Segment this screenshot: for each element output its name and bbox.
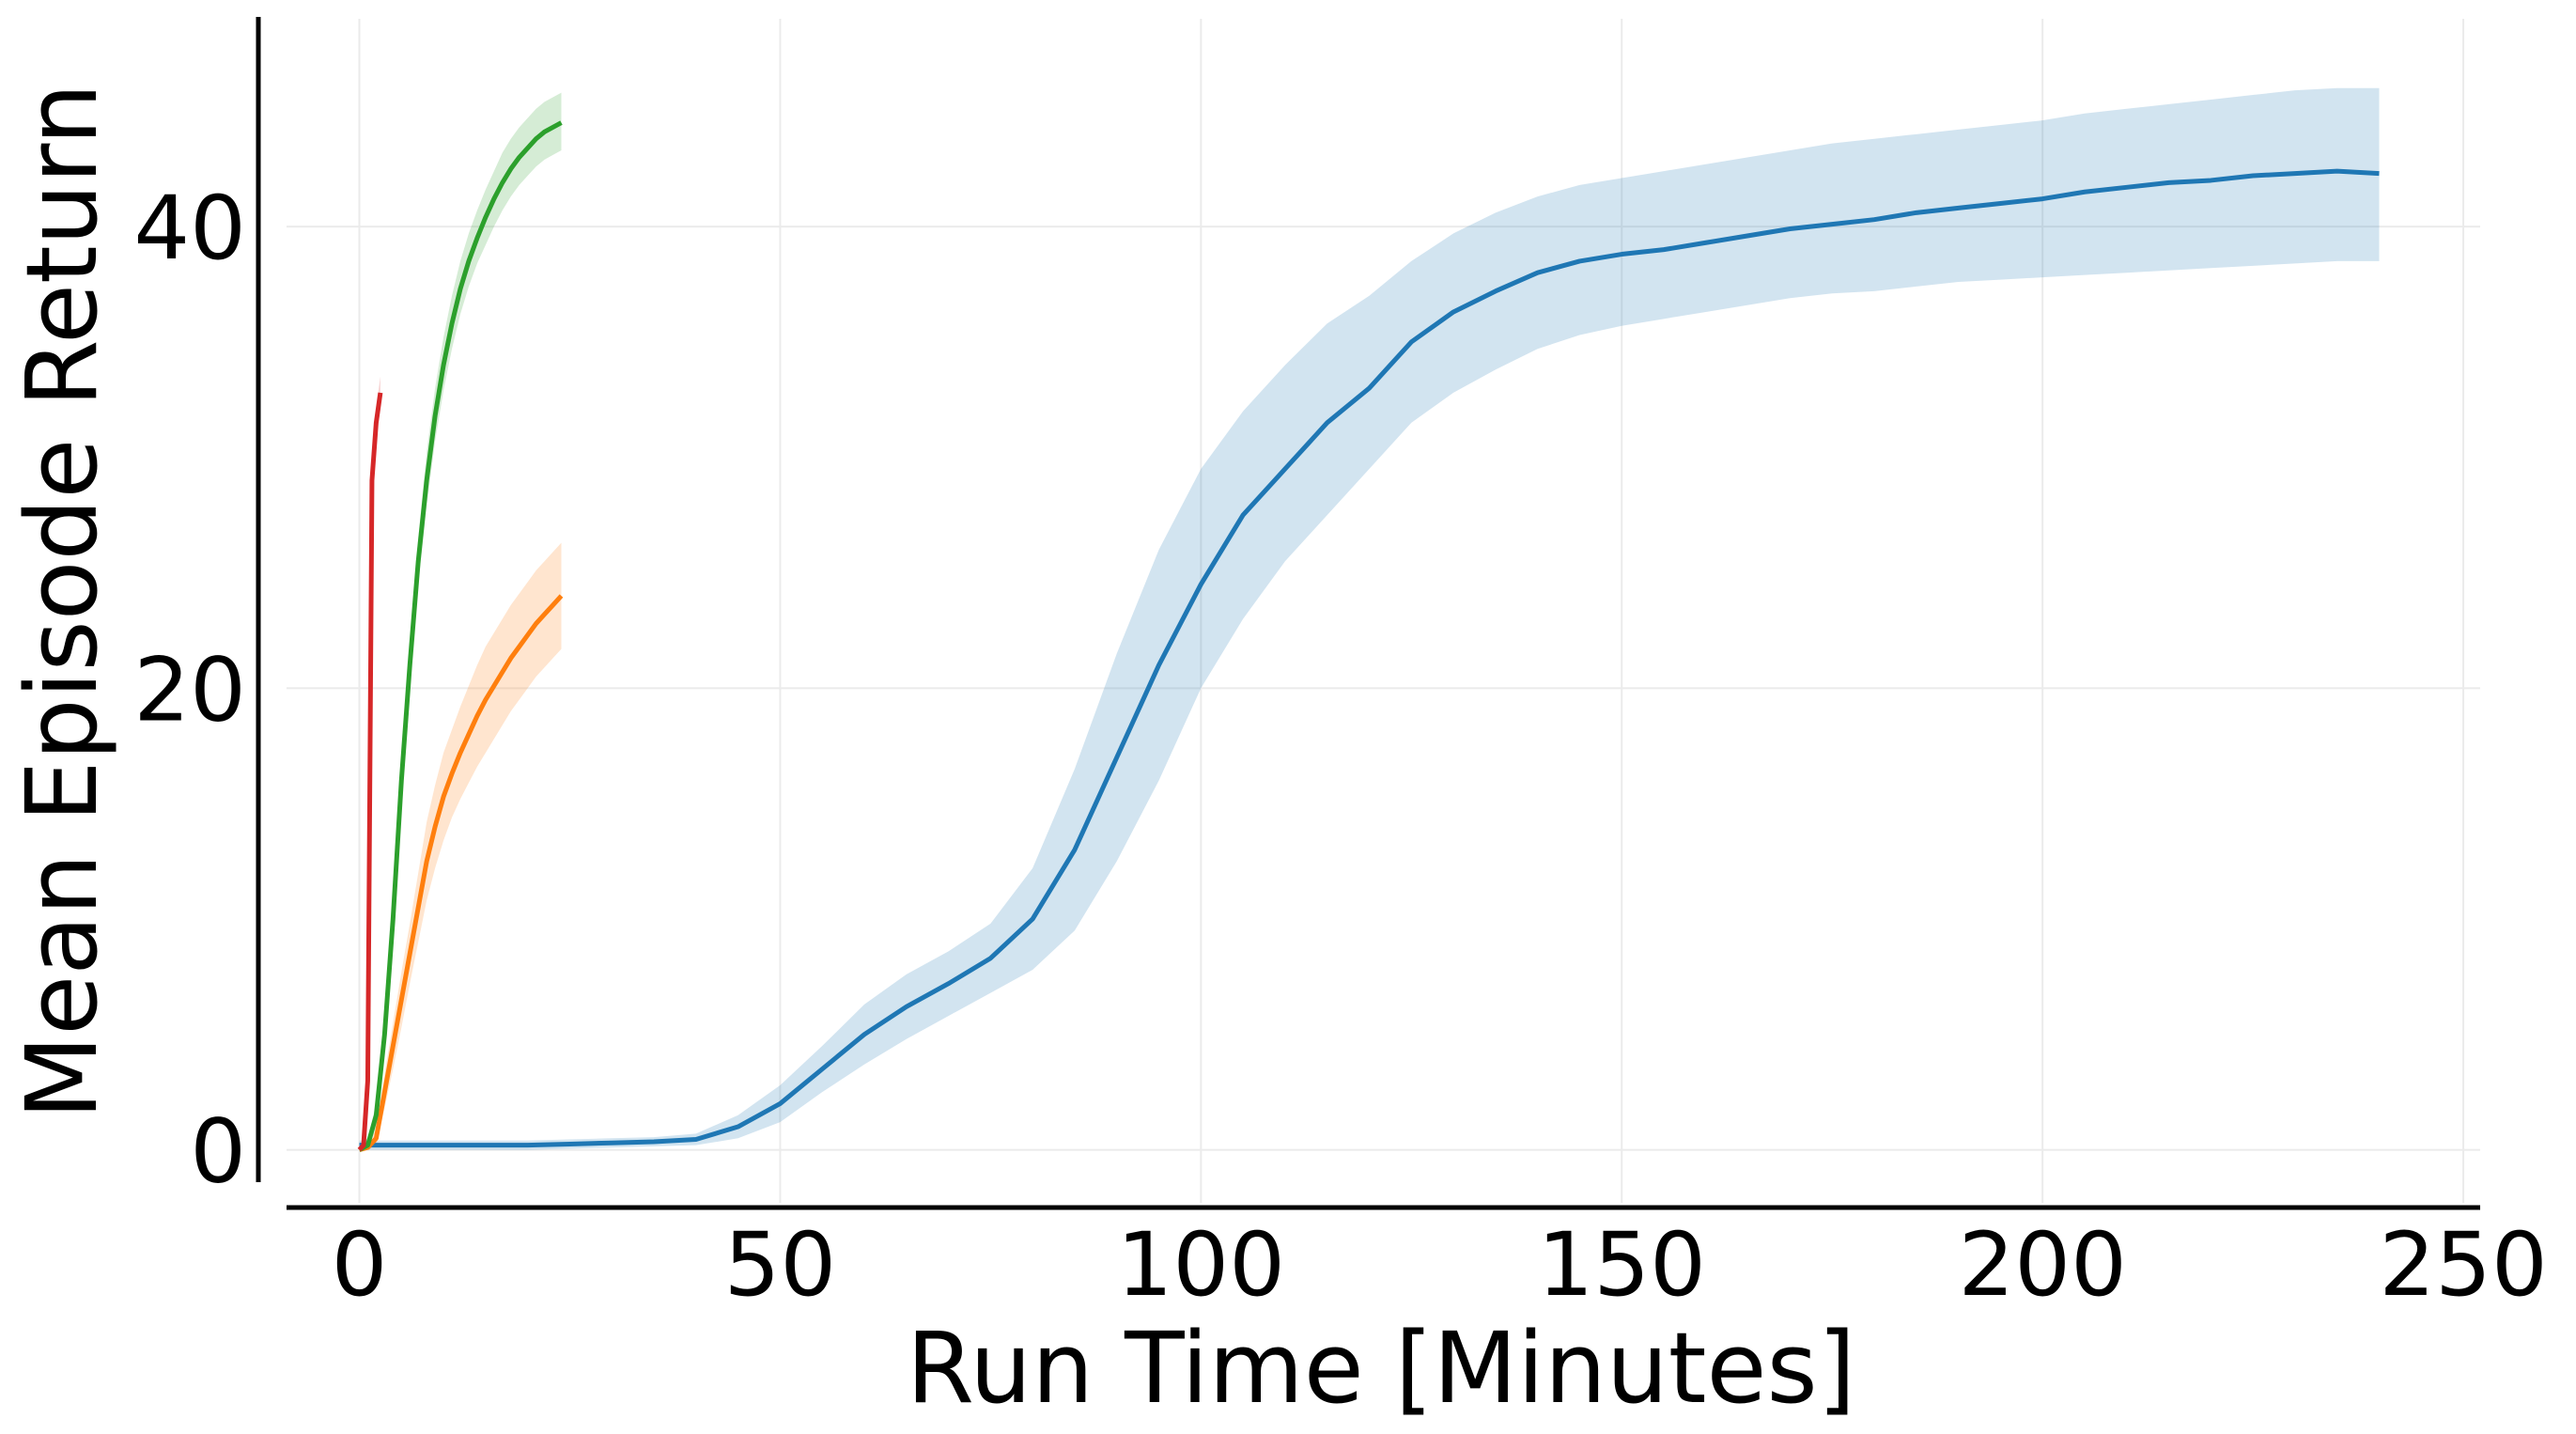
series-1-line	[359, 168, 2380, 1148]
y-axis-title: Mean Episode Return	[5, 83, 119, 1119]
x-tick-label: 100	[1117, 1214, 1285, 1317]
series-1-band	[359, 87, 2380, 1150]
x-tick-label: 50	[724, 1214, 837, 1317]
y-tick-label: 20	[133, 639, 246, 741]
y-tick-label: 0	[190, 1101, 246, 1204]
confidence-bands	[359, 87, 2380, 1150]
series-4-line	[357, 392, 383, 1152]
series-2-band	[359, 542, 562, 1150]
y-tick-labels: 0 20 40	[133, 178, 246, 1204]
x-axis-title: Run Time [Minutes]	[907, 1311, 1856, 1426]
grid-lines	[287, 19, 2480, 1203]
x-tick-label: 250	[2379, 1214, 2547, 1317]
series-2-line	[358, 594, 564, 1153]
series-3-line	[358, 120, 563, 1152]
y-tick-label: 40	[133, 178, 246, 280]
x-tick-label: 200	[1958, 1214, 2126, 1317]
series-lines	[357, 120, 2380, 1153]
x-tick-labels: 0 50 100 150 200 250	[332, 1214, 2548, 1317]
series-3-band	[359, 92, 562, 1150]
x-tick-label: 0	[332, 1214, 388, 1317]
x-tick-label: 150	[1538, 1214, 1706, 1317]
